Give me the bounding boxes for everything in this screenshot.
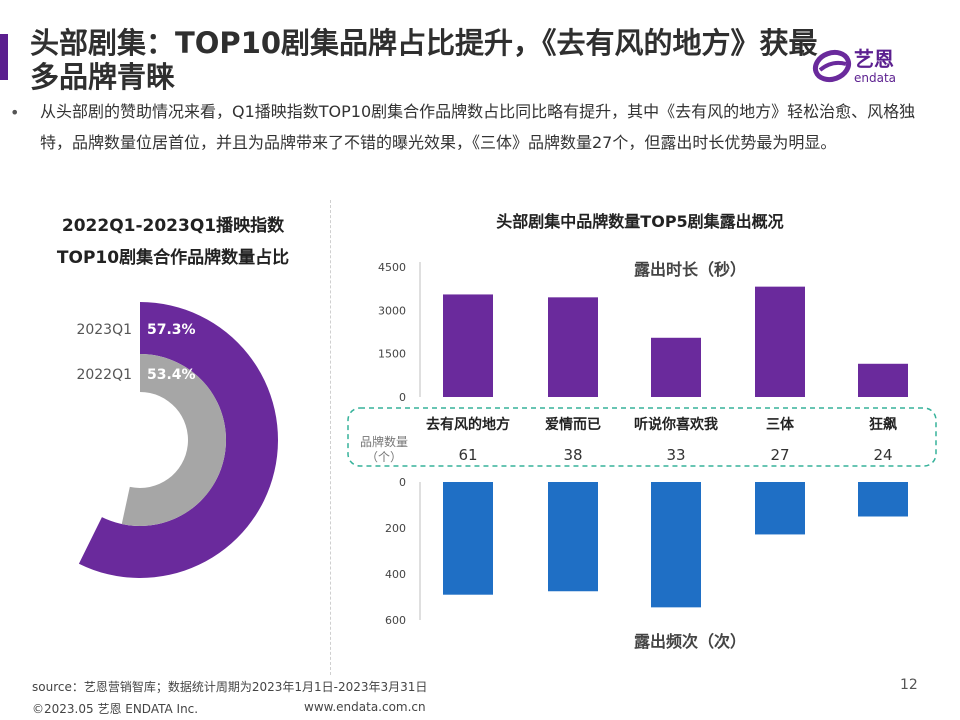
top-series-label: 露出时长（秒） (634, 260, 746, 279)
bottom-y-tick-label: 0 (399, 476, 406, 489)
duration-bar (651, 337, 701, 397)
frequency-bar (443, 482, 493, 595)
top-y-tick-label: 0 (399, 391, 406, 404)
ring-2022q1-category-label: 2022Q1 (76, 367, 132, 383)
summary-text: 从头部剧的赞助情况来看，Q1播映指数TOP10剧集合作品牌数占比同比略有提升，其… (40, 102, 916, 152)
chart-divider (330, 200, 331, 675)
brand-count-value: 24 (873, 446, 892, 464)
ring-2023q1-value-label: 57.3% (147, 322, 196, 338)
brand-count-value: 33 (666, 446, 685, 464)
brand-count-value: 61 (458, 446, 477, 464)
copyright: ©2023.05 艺恩 ENDATA Inc. (32, 702, 199, 716)
website-link[interactable]: www.endata.com.cn (304, 700, 426, 714)
bullet-marker: • (10, 103, 20, 122)
ring-2022q1-arc (121, 354, 226, 526)
page-title: 头部剧集：TOP10剧集品牌占比提升，《去有风的地方》获最多品牌青睐 (30, 26, 818, 94)
frequency-bar (858, 482, 908, 517)
source-note: source：艺恩营销智库；数据统计周期为2023年1月1日-2023年3月31… (32, 680, 428, 694)
top-y-tick-label: 4500 (378, 261, 406, 274)
category-label: 爱情而已 (545, 416, 601, 433)
mirrored-bar-chart: 4500 3000 1500 0 0 200 400 600 露出时长（秒） 露出频次（次） 品牌数… (347, 260, 937, 651)
brand-count-value: 27 (770, 446, 789, 464)
donut-title-line1: 2022Q1-2023Q1播映指数 (61, 216, 285, 236)
logo-emblem-stroke (818, 60, 847, 72)
ring-2023q1-arc (78, 302, 278, 578)
ring-2023q1-category-label: 2023Q1 (76, 322, 132, 338)
radial-donut-chart: 57.3% 2023Q1 53.4% 2022Q1 (76, 302, 278, 578)
frequency-bar (755, 482, 805, 535)
frequency-bar (548, 482, 598, 592)
logo-subtext: endata (854, 71, 896, 85)
bottom-series-label: 露出频次（次） (634, 632, 746, 651)
logo-emblem (812, 49, 852, 83)
duration-bar (443, 294, 493, 397)
duration-bar (548, 297, 598, 397)
endata-logo: 艺恩 endata (812, 47, 896, 85)
bottom-y-tick-label: 200 (385, 522, 406, 535)
ring-2022q1-value-label: 53.4% (147, 367, 196, 383)
title-accent-bar (0, 34, 8, 80)
category-label: 三体 (766, 416, 795, 433)
category-label: 听说你喜欢我 (634, 416, 718, 433)
donut-chart-title: 2022Q1-2023Q1播映指数 TOP10剧集合作品牌数量占比 (28, 210, 318, 274)
duration-bar (755, 286, 805, 397)
duration-bar (858, 363, 908, 397)
brand-count-label: 品牌数量 (360, 434, 408, 449)
category-label: 去有风的地方 (426, 416, 510, 433)
logo-text: 艺恩 (854, 47, 894, 71)
brand-count-unit: （个） (366, 450, 402, 464)
brand-count-value: 38 (563, 446, 582, 464)
brand-count-box (347, 407, 937, 467)
page-number: 12 (900, 677, 918, 693)
top-y-tick-label: 1500 (378, 348, 406, 361)
category-label: 狂飙 (869, 416, 897, 433)
bottom-y-tick-label: 600 (385, 614, 406, 627)
top-y-tick-label: 3000 (378, 304, 406, 317)
donut-title-line2: TOP10剧集合作品牌数量占比 (56, 248, 290, 268)
bottom-y-tick-label: 400 (385, 568, 406, 581)
bar-chart-title: 头部剧集中品牌数量TOP5剧集露出概况 (496, 212, 784, 231)
frequency-bar (651, 482, 701, 608)
